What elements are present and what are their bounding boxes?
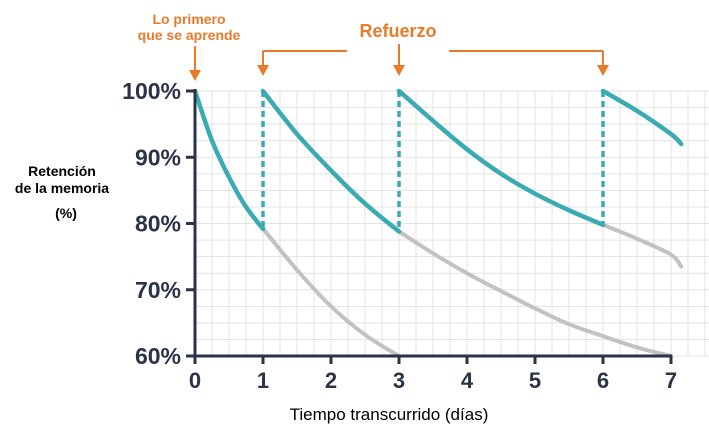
retained-curve (396, 88, 606, 228)
reinforcement-label: Refuerzo (359, 21, 436, 41)
decay-curves (261, 222, 684, 358)
decay-curve (261, 226, 401, 358)
y-axis-label-unit: (%) (55, 205, 77, 221)
first-learning-label-line1: Lo primero (152, 11, 225, 27)
x-axis-label: Tiempo transcurrido (días) (290, 405, 489, 424)
first-learning-label-line2: que se aprende (138, 27, 241, 43)
x-tick-label: 6 (597, 368, 609, 393)
x-tick-label: 5 (529, 368, 541, 393)
reinforcement-arrow-head (597, 65, 609, 76)
y-tick-label: 90% (135, 144, 181, 170)
annotation-arrows (189, 44, 609, 81)
y-axis-label-line1: Retención (28, 163, 96, 179)
x-tick-label: 2 (325, 368, 337, 393)
x-tick-label: 7 (665, 368, 677, 393)
x-tick-label: 4 (461, 368, 474, 393)
retained-curve (192, 88, 266, 232)
reinforcement-arrow-head (257, 65, 269, 76)
first-learning-arrow-head (189, 70, 201, 81)
retained-curve (600, 88, 684, 147)
x-tick-label: 0 (189, 368, 201, 393)
reinforcement-arrow-head (393, 65, 405, 76)
retained-curves (192, 88, 684, 234)
y-tick-label: 70% (135, 277, 181, 303)
tick-labels: 0 1 2 3 4 5 6 7 60% 70% 80% 90% 100% (122, 78, 677, 393)
y-tick-label: 60% (135, 343, 181, 369)
reinforcement-dashes (261, 91, 605, 232)
grid (194, 90, 709, 357)
y-axis-label-line2: de la memoria (15, 180, 109, 196)
x-tick-label: 1 (257, 368, 269, 393)
decay-curve (601, 222, 684, 269)
x-tick-label: 3 (393, 368, 405, 393)
y-tick-label: 100% (122, 78, 181, 104)
y-tick-label: 80% (135, 211, 181, 237)
retained-curve (260, 88, 402, 234)
decay-curve (397, 229, 673, 358)
